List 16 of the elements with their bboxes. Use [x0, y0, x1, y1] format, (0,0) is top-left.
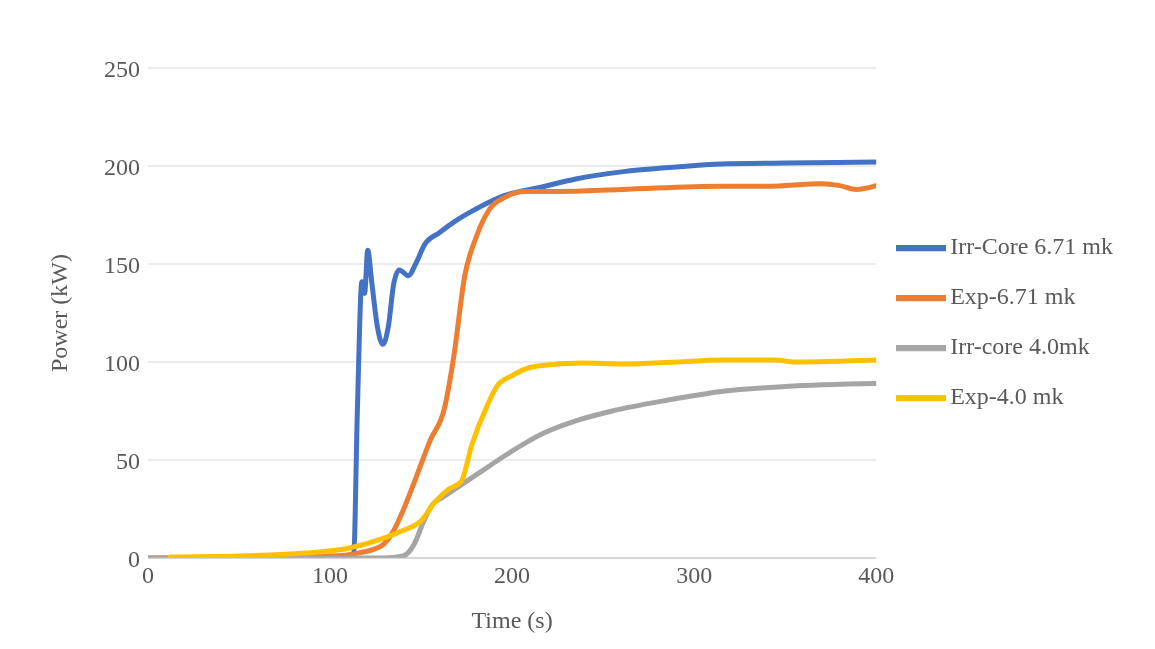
- y-axis-title: Power (kW): [45, 254, 72, 372]
- y-tick-label: 200: [104, 153, 140, 180]
- x-axis-title: Time (s): [471, 607, 553, 633]
- y-tick-label: 250: [104, 55, 140, 82]
- legend-label: Exp-4.0 mk: [950, 382, 1064, 409]
- legend-label: Irr-core 4.0mk: [950, 332, 1090, 359]
- y-tick-label: 50: [116, 447, 140, 474]
- x-tick-label: 400: [858, 562, 895, 589]
- x-tick-label: 100: [312, 562, 349, 589]
- legend-label: Irr-Core 6.71 mk: [950, 232, 1113, 259]
- y-tick-label: 150: [104, 251, 140, 278]
- x-tick-label: 300: [676, 562, 713, 589]
- y-tick-label: 100: [104, 349, 140, 376]
- x-tick-label: 200: [494, 562, 531, 589]
- y-tick-label: 0: [128, 545, 140, 572]
- legend-label: Exp-6.71 mk: [950, 282, 1076, 309]
